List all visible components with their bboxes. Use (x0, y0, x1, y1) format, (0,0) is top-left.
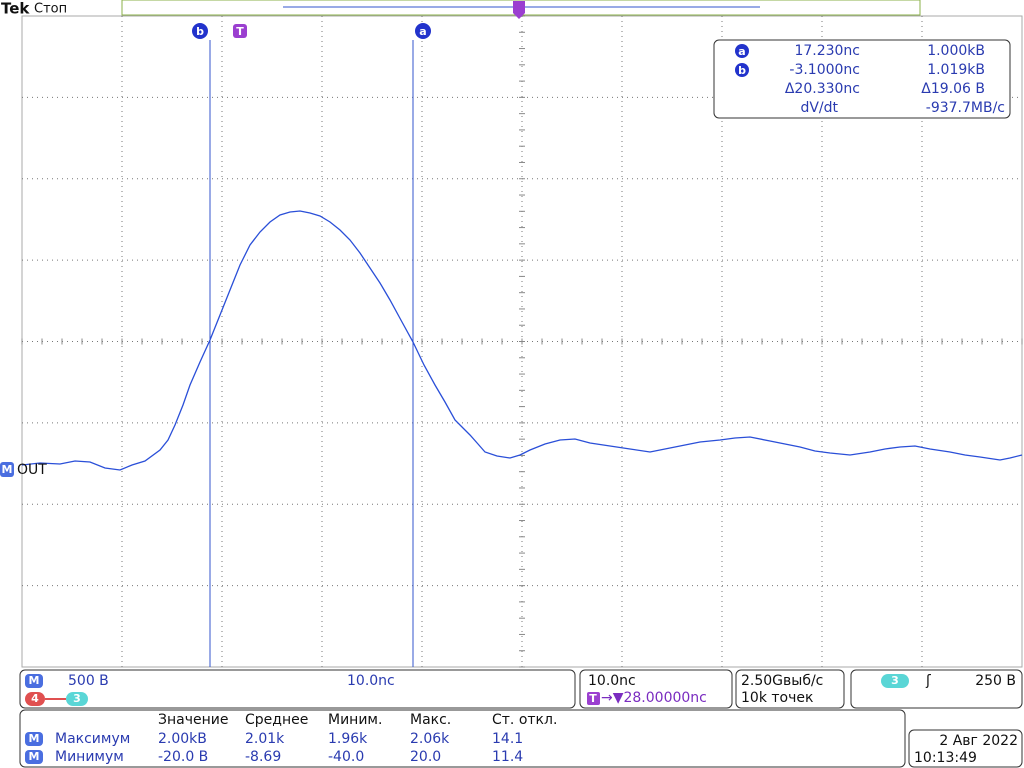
trigger-delay: →▼28.00000nc (601, 690, 707, 706)
trigger-slope: ʃ (925, 673, 931, 689)
channel-badge (0, 462, 14, 477)
row-cell: 20.0 (410, 749, 441, 765)
readout-slope-value: -937.7МВ/с (926, 100, 1005, 116)
readout-slope-label: dV/dt (800, 100, 838, 116)
channel-label: OUT (17, 462, 47, 478)
date: 2 Авг 2022 (939, 733, 1018, 749)
row-cell: 1.96k (328, 731, 368, 747)
readout-delta-time: Δ20.330nc (785, 81, 860, 97)
row-cell: -20.0 В (158, 749, 208, 765)
readout-a-badge (735, 44, 749, 58)
readout-a-volt: 1.000kВ (927, 43, 985, 59)
cursor-a-label: a (419, 25, 426, 38)
graticule (21, 15, 1023, 668)
readout-delta-volt: Δ19.06 В (921, 81, 985, 97)
readout-b-badge (735, 63, 749, 77)
source-a-badge (25, 692, 45, 706)
readout-b-time: -3.1000nc (789, 62, 860, 78)
math-scale: 500 В (68, 673, 109, 689)
readout-a-time: 17.230nc (794, 43, 860, 59)
math-badge-label: M (29, 674, 40, 687)
row-cell: 2.00kВ (158, 731, 207, 747)
brand: Tek (1, 0, 30, 18)
readout-b-volt: 1.019kВ (927, 62, 985, 78)
math-badge (25, 674, 43, 688)
column-header: Ст. откл. (492, 712, 557, 728)
channel-badge-label: M (2, 463, 13, 476)
source-b-badge (66, 692, 88, 706)
row-cell: -8.69 (245, 749, 281, 765)
acquisition-box (735, 669, 845, 709)
trigger-pos-badge (233, 24, 247, 38)
math-box (19, 669, 576, 709)
cursor-readout (713, 39, 1011, 119)
trigger-level: 250 В (975, 673, 1016, 689)
readout-a-letter: a (738, 45, 745, 58)
row-badge-label: M (29, 732, 40, 745)
status: Стоп (34, 2, 67, 17)
row-name: Минимум (55, 749, 124, 765)
measurement-box (19, 709, 906, 768)
trigger-badge (587, 692, 600, 705)
cursor-b-label: b (196, 25, 204, 38)
readout-b-letter: b (738, 64, 746, 77)
cursor-a-badge (415, 23, 431, 39)
source-a: 4 (31, 692, 39, 705)
trigger-source: 3 (891, 674, 899, 687)
row-badge (25, 750, 43, 764)
measurement-table: Значение Среднее Миним. Макс. Ст. откл. M Макс… (25, 712, 557, 765)
datetime-box (908, 729, 1023, 768)
sample-rate: 2.50Gвыб/с (741, 673, 823, 689)
trigger-badge-label: T (589, 692, 597, 705)
time: 10:13:49 (914, 750, 977, 766)
column-header: Миним. (328, 712, 382, 728)
column-header: Среднее (245, 712, 308, 728)
trigger-source-badge (881, 674, 909, 688)
row-badge (25, 732, 43, 746)
row-name: Максимум (55, 731, 130, 747)
row-cell: -40.0 (328, 749, 364, 765)
cursor-b-badge (192, 23, 208, 39)
math-time: 10.0nc (347, 673, 395, 689)
waveform (21, 210, 1023, 471)
record-length: 10k точек (741, 690, 813, 706)
trigger-pos-label: T (236, 25, 244, 38)
source-b: 3 (73, 692, 81, 705)
column-header: Макс. (410, 712, 451, 728)
row-cell: 2.06k (410, 731, 450, 747)
row-cell: 14.1 (492, 731, 523, 747)
timebase-box (579, 669, 733, 709)
trigger-marker (513, 1, 525, 19)
row-badge-label: M (29, 750, 40, 763)
row-cell: 11.4 (492, 749, 523, 765)
column-header: Значение (158, 712, 228, 728)
timebase: 10.0nc (588, 673, 636, 689)
row-cell: 2.01k (245, 731, 285, 747)
